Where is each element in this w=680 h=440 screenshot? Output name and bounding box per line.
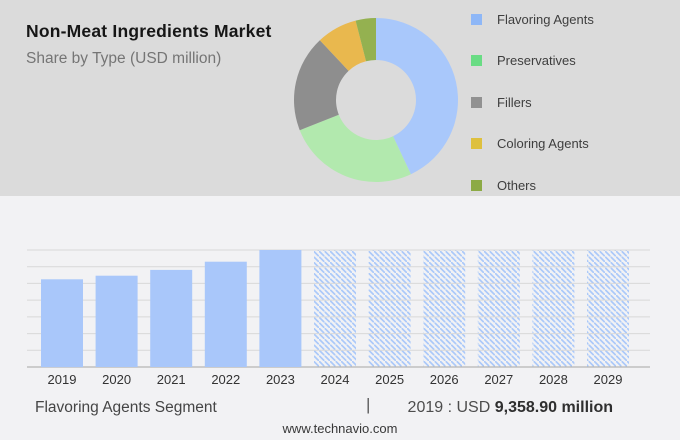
x-axis-label-2029: 2029 [594,372,623,387]
value-callout: 2019 : USD 9,358.90 million [408,399,613,417]
bar-2024-forecast [314,250,356,367]
x-axis-label-2026: 2026 [430,372,459,387]
legend-swatch-others [471,179,482,191]
donut-slice-coloring-agents [319,20,367,71]
chart-section: 2019 2020 2021 2022 2023 2024 2025 2026 2027 2028… [0,196,680,440]
divider-bar: | [366,395,371,414]
bar-2021 [150,269,193,367]
legend-label-flavoring-agents: Flavoring Agents [497,11,594,27]
donut-legend: Flavoring Agents Preservatives Fillers C… [471,8,594,196]
value-prefix: 2019 : USD [407,399,491,416]
legend-item: Others [471,174,594,196]
page-title: Non-Meat Ingredients Market [26,21,272,41]
bar-2022 [204,261,247,367]
x-axis-label-2021: 2021 [157,372,186,387]
website-url: www.technavio.com [282,421,398,436]
donut-slice-flavoring-agents [376,18,459,175]
x-axis-label-2019: 2019 [48,372,77,387]
bar-2027-forecast [477,250,520,367]
segment-label: Flavoring Agents Segment [35,399,217,416]
x-axis-label-2024: 2024 [321,372,350,387]
bar-chart: 2019 2020 2021 2022 2023 2024 2025 2026 2027 2028… [27,249,650,387]
legend-swatch-coloring-agents [471,138,482,149]
donut-slice-others [355,18,376,62]
bar-2025-forecast [368,250,411,367]
bar-2029-forecast [587,250,629,367]
page-subtitle: Share by Type (USD million) [26,50,222,67]
bar-2020 [95,275,138,367]
x-axis-label-2028: 2028 [539,372,568,387]
bar-2023 [259,250,302,367]
legend-label-fillers: Fillers [497,94,532,110]
donut-slice-preservatives [299,114,411,183]
x-axis-label-2027: 2027 [484,372,513,387]
x-axis-label-2020: 2020 [102,372,131,387]
header-section: Non-Meat Ingredients Market Share by Typ… [0,0,680,196]
bar-2019 [41,279,83,368]
donut-slice-fillers [293,40,349,131]
value-amount: 9,358.90 million [494,399,613,416]
legend-label-coloring-agents: Coloring Agents [497,136,589,151]
x-axis-label-2022: 2022 [211,372,240,387]
bar-2026-forecast [423,250,466,367]
legend-item: Fillers [471,91,594,113]
x-axis-label-2025: 2025 [375,372,404,387]
legend-label-others: Others [497,177,537,193]
legend-swatch-preservatives [471,55,482,66]
legend-item: Flavoring Agents [471,8,594,30]
legend-label-preservatives: Preservatives [497,53,576,68]
legend-swatch-fillers [471,96,482,108]
legend-item: Coloring Agents [471,133,594,155]
bar-2028-forecast [532,250,575,367]
legend-item: Preservatives [471,50,594,72]
legend-swatch-flavoring-agents [471,13,482,25]
donut-chart [293,18,459,183]
x-axis-label-2023: 2023 [266,372,295,387]
